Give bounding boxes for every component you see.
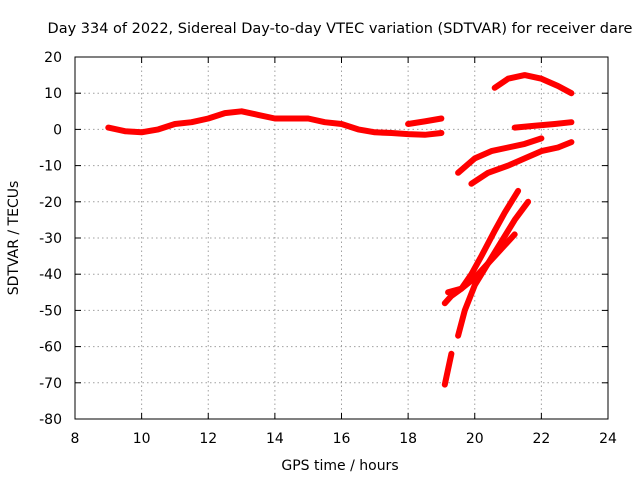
series-arc-1 [105,108,445,138]
y-tick-label: -80 [39,412,62,428]
grid [75,57,608,419]
ticks: 8 10 12 14 16 18 20 22 24 -80 -70 -60 -50 -40 -30 -20 -1… [39,50,617,447]
y-tick-label: -10 [39,159,62,175]
y-tick-label: -50 [39,303,62,319]
y-tick-label: 10 [44,86,62,102]
series-arc-3 [491,72,575,97]
series-group [105,72,575,388]
x-tick-label: 12 [199,431,217,447]
y-tick-label: 20 [44,50,62,66]
y-tick-label: -40 [39,267,62,283]
x-tick-label: 14 [266,431,284,447]
y-tick-label: -70 [39,376,62,392]
y-tick-label: -20 [39,195,62,211]
y-tick-label: -60 [39,340,62,356]
x-tick-label: 20 [466,431,484,447]
x-tick-label: 24 [599,431,617,447]
y-axis-label: SDTVAR / TECUs [6,181,22,296]
series-arc-9 [441,350,455,388]
x-tick-label: 18 [399,431,417,447]
x-tick-label: 16 [333,431,351,447]
series-arc-4 [511,119,575,131]
x-axis-label: GPS time / hours [281,458,398,474]
series-arc-7 [441,187,522,307]
x-tick-label: 22 [532,431,550,447]
series-arc-8 [455,198,532,339]
y-tick-label: -30 [39,231,62,247]
x-tick-label: 10 [133,431,151,447]
x-tick-label: 8 [71,431,80,447]
series-arc-5 [455,135,545,176]
series-arc-2 [405,115,445,127]
chart-title: Day 334 of 2022, Sidereal Day-to-day VTE… [48,21,633,37]
series-arc-6 [468,139,575,187]
series-arc-10 [445,231,518,296]
y-tick-label: 0 [53,122,62,138]
